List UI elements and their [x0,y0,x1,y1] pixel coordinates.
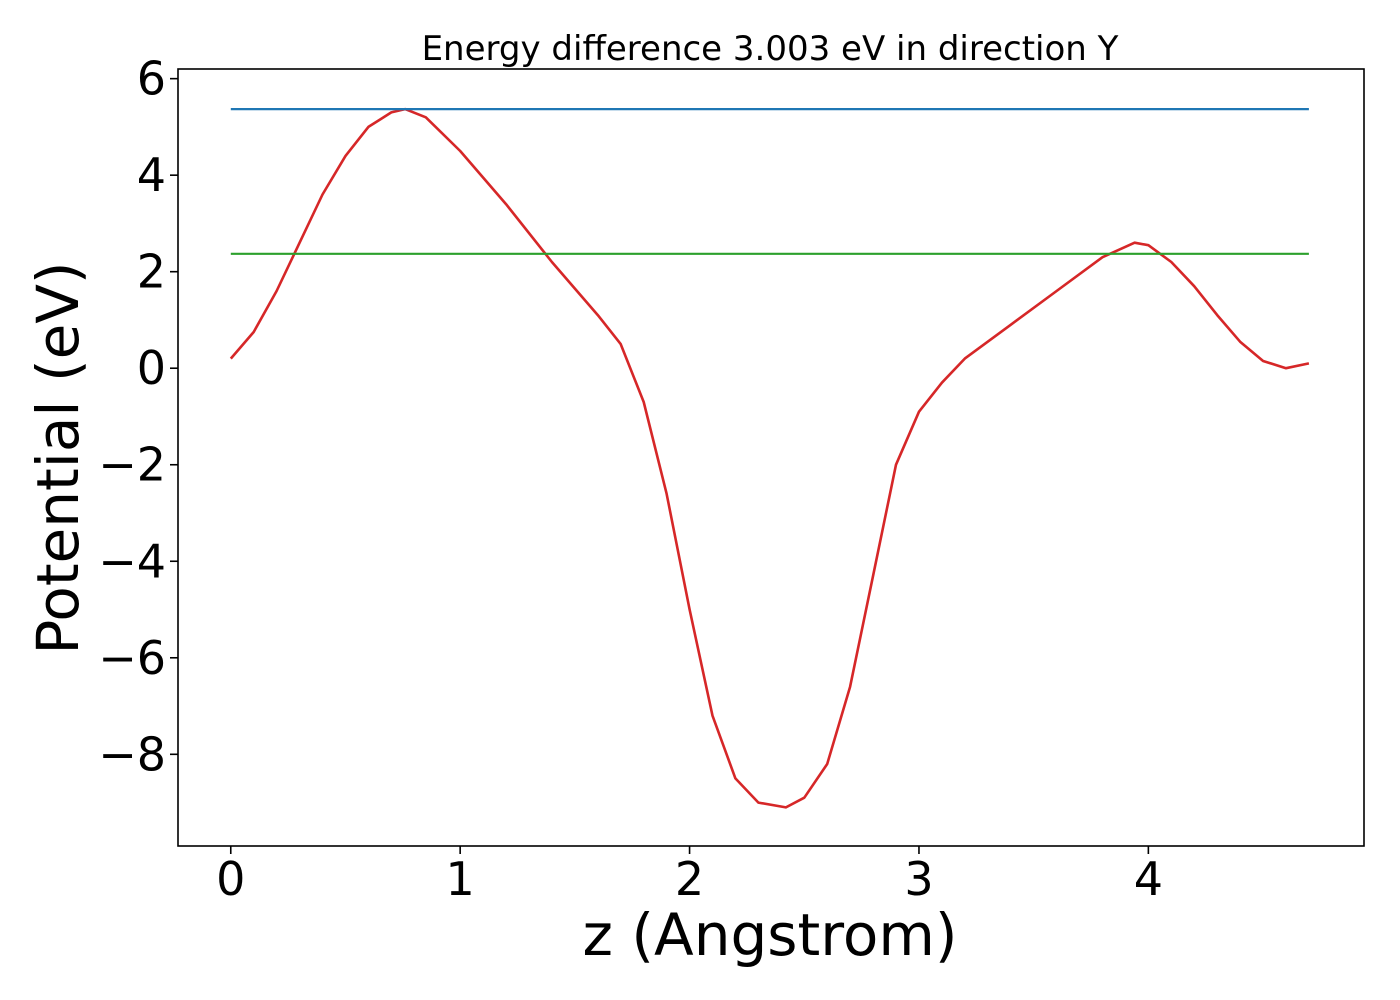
series-line-0 [229,107,1310,809]
y-tick-label: −6 [98,631,166,685]
y-tick-label: 2 [137,245,166,299]
x-tick-label: 4 [1134,852,1163,906]
x-tick-label: 1 [446,852,475,906]
y-axis-ticks: −8 −6 −4 −2 0 2 4 6 [98,52,178,781]
y-tick-label: 6 [137,52,166,106]
x-axis-label: z (Angstrom) [583,901,958,969]
x-tick-label: 2 [675,852,704,906]
y-tick-label: −8 [98,727,166,781]
x-axis-ticks: 0 1 2 3 4 [216,846,1163,906]
y-tick-label: −2 [98,438,166,492]
y-tick-label: −4 [98,534,166,588]
y-tick-label: 0 [137,341,166,395]
y-axis-label: Potential (eV) [24,261,92,654]
x-tick-label: 3 [904,852,933,906]
chart-title: Energy difference 3.003 eV in direction … [422,29,1119,69]
series-layer [229,107,1310,809]
plot-frame [177,68,1365,847]
x-tick-label: 0 [216,852,245,906]
y-tick-label: 4 [137,148,166,202]
